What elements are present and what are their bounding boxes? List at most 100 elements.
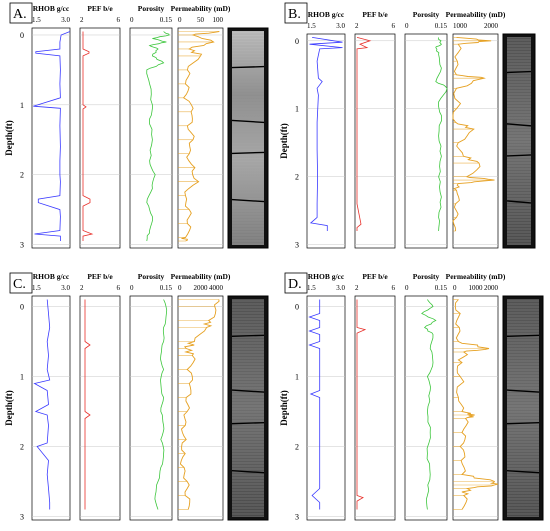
track-scale-label: 2 (355, 284, 359, 292)
track-curve-perm (181, 31, 220, 242)
depth-tick-label: 0 (20, 31, 24, 40)
track-frame (452, 295, 499, 521)
core-fracture (506, 70, 532, 74)
track-scale-label: 100 (213, 16, 224, 24)
depth-tick-label: 0 (295, 303, 299, 312)
track-scale-label: 0.15 (435, 22, 448, 30)
track-scale-label: 4000 (209, 284, 224, 292)
track-scale-label: 6 (117, 16, 121, 24)
panel-label-box (284, 272, 308, 294)
track-curve-pef (356, 299, 367, 510)
track-scale-label: 2 (80, 16, 84, 24)
depth-tick-label: 3 (295, 513, 299, 522)
track-scale-label: 1000 (453, 22, 468, 30)
depth-axis-label: Depth(ft) (279, 390, 289, 426)
track-scale-label: 0 (130, 284, 134, 292)
track-frame (79, 27, 121, 249)
track-title: PEF b/e (87, 4, 113, 13)
track-curve-rhob (308, 299, 321, 510)
track-scale-label: 1.5 (307, 22, 316, 30)
depth-tick-label: 2 (295, 173, 299, 182)
core-fracture (231, 119, 265, 124)
depth-tick-label: 2 (20, 443, 24, 452)
core-fracture (506, 154, 532, 157)
track-scale-label: 6 (392, 22, 396, 30)
panel-label: A. (13, 7, 27, 22)
core-image-bedding (507, 37, 531, 245)
core-fracture (231, 389, 265, 393)
track-frame (177, 295, 224, 521)
track-title: Porosity (138, 4, 165, 13)
track-scale-label: 1.5 (307, 284, 316, 292)
core-fracture (506, 334, 540, 338)
track-scale-label: 0.15 (160, 284, 173, 292)
track-scale-label: 0 (405, 22, 409, 30)
depth-tick-label: 1 (20, 373, 24, 382)
depth-tick-label: 1 (295, 373, 299, 382)
core-fracture (506, 470, 540, 474)
track-title: RHOB g/cc (308, 10, 345, 19)
track-title: PEF b/e (362, 272, 388, 281)
track-scale-label: 1.5 (32, 284, 41, 292)
track-title: PEF b/e (87, 272, 113, 281)
track-frame (404, 33, 448, 249)
panel-label-box (284, 2, 308, 24)
track-curve-rhob (309, 37, 343, 231)
track-frame (306, 295, 346, 521)
depth-tick-label: 3 (295, 241, 299, 250)
panel-label: D. (288, 277, 302, 292)
track-scale-label: 1.5 (32, 16, 41, 24)
track-frame (31, 295, 71, 521)
track-scale-label: 0.15 (435, 284, 448, 292)
track-scale-label: 3.0 (61, 284, 70, 292)
depth-tick-label: 3 (20, 241, 24, 250)
panel-label-box (9, 2, 33, 24)
track-scale-label: 6 (117, 284, 121, 292)
track-frame (129, 27, 173, 249)
track-frame (354, 295, 396, 521)
track-frame (177, 27, 224, 249)
track-curve-porosity (154, 299, 168, 510)
panel-label: C. (13, 277, 26, 292)
track-frame (306, 33, 346, 249)
core-fracture (506, 123, 532, 127)
track-curve-perm (452, 36, 495, 232)
track-scale-label: 0 (405, 284, 409, 292)
track-curve-rhob (33, 31, 71, 241)
track-scale-label: 1000 (469, 284, 484, 292)
track-frame (404, 295, 448, 521)
track-frame (31, 27, 71, 249)
track-curve-porosity (435, 37, 448, 232)
track-frame (79, 295, 121, 521)
depth-axis-label: Depth(ft) (4, 120, 14, 156)
track-title: Permeability (mD) (171, 272, 231, 281)
track-curve-porosity (421, 299, 437, 510)
core-fracture (231, 421, 265, 425)
track-scale-label: 0.15 (160, 16, 173, 24)
track-curve-rhob (33, 299, 51, 510)
depth-tick-label: 2 (20, 171, 24, 180)
track-scale-label: 2 (80, 284, 84, 292)
track-scale-label: 0 (178, 16, 182, 24)
depth-axis-label: Depth(ft) (4, 390, 14, 426)
track-title: Permeability (mD) (446, 272, 506, 281)
track-curve-pef (82, 31, 94, 241)
track-title: RHOB g/cc (33, 272, 70, 281)
track-frame (354, 33, 396, 249)
depth-tick-label: 3 (20, 513, 24, 522)
panel-label: B. (288, 7, 301, 22)
track-scale-label: 3.0 (336, 22, 345, 30)
track-title: Porosity (138, 272, 165, 281)
track-title: RHOB g/cc (33, 4, 70, 13)
track-scale-label: 2000 (194, 284, 209, 292)
core-image-bedding (507, 299, 539, 517)
track-scale-label: 0 (453, 284, 457, 292)
track-title: Porosity (413, 272, 440, 281)
core-image-bedding (232, 31, 264, 245)
core-fracture (506, 389, 540, 393)
track-title: Porosity (413, 10, 440, 19)
core-fracture (506, 200, 532, 204)
track-scale-label: 6 (392, 284, 396, 292)
